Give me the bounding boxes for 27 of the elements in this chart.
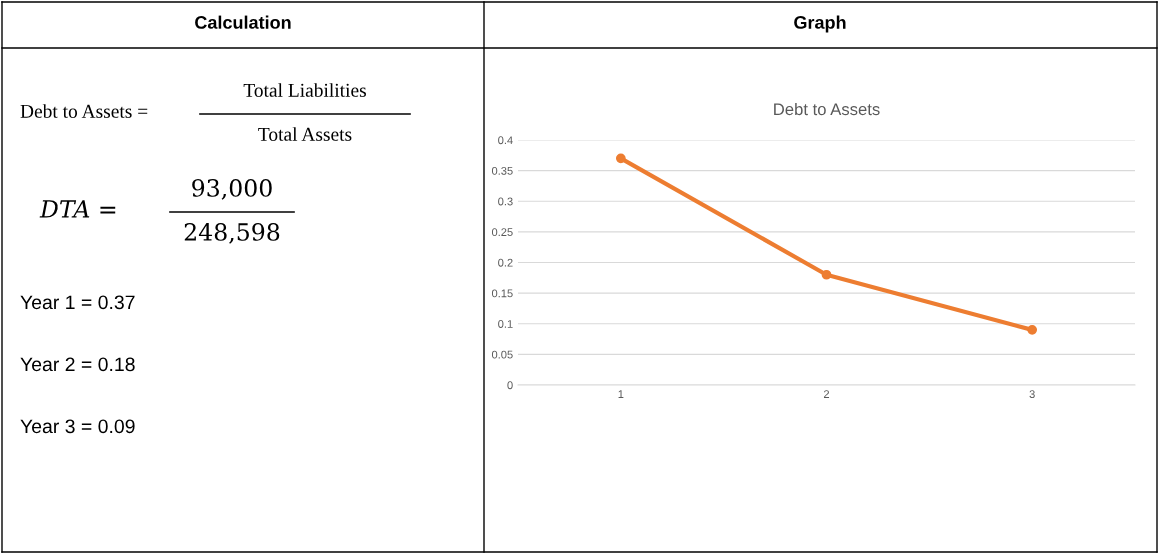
text: Graph — [794, 15, 846, 33]
y-tick-label: 0.05 — [491, 350, 513, 359]
x-tick-label: 1 — [618, 390, 624, 398]
text: DTA = — [39, 200, 116, 218]
point — [1027, 325, 1038, 335]
x-tick-label: 3 — [1029, 390, 1035, 399]
text: Total Liabilities — [243, 83, 366, 97]
y-tick-label: 0.25 — [491, 228, 513, 237]
y-tick-label: 0.3 — [498, 197, 513, 206]
text: 248,598 — [184, 222, 280, 244]
text: Total Assets — [258, 127, 352, 141]
y-tick-label: 0 — [507, 381, 513, 390]
x-tick-label: 2 — [823, 390, 830, 398]
y-tick-label: 0.1 — [498, 320, 513, 328]
point — [821, 269, 832, 280]
chart-title: Debt to Assets — [774, 102, 880, 116]
point — [615, 153, 626, 164]
text: Calculation — [195, 15, 291, 29]
y-tick-label: 0.35 — [491, 166, 513, 175]
y-tick-label: 0.15 — [491, 289, 513, 298]
text: Debt to Assets = — [20, 104, 148, 118]
text: Year 3 = 0.09 — [20, 419, 135, 434]
text: 93,000 — [192, 178, 272, 200]
text: Year 1 = 0.37 — [20, 295, 135, 310]
text: Year 2 = 0.18 — [20, 357, 135, 372]
y-tick-label: 0.2 — [498, 258, 513, 267]
y-tick-label: 0.4 — [498, 136, 513, 145]
